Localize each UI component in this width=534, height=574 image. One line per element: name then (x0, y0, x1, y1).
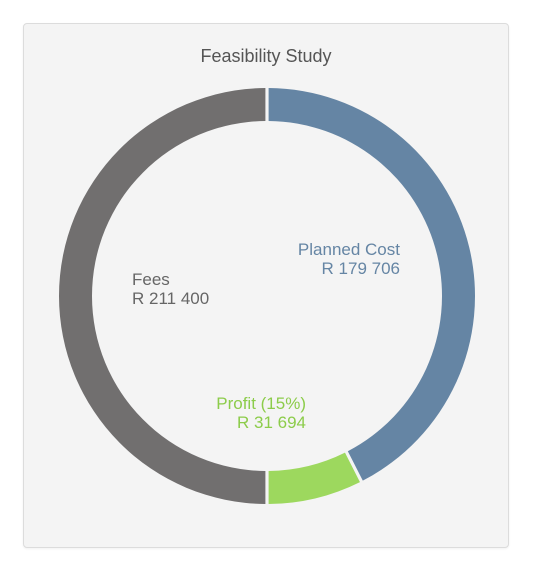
label-profit-value: R 31 694 (237, 413, 306, 432)
label-planned-cost-name: Planned Cost (297, 240, 400, 259)
label-fees: Fees R 211 400 (132, 270, 209, 308)
slice-profit[interactable] (268, 452, 360, 504)
label-profit-name: Profit (15%) (216, 394, 306, 413)
label-planned-cost-value: R 179 706 (321, 259, 400, 278)
chart-panel: Feasibility Study (23, 23, 509, 548)
slice-fees[interactable] (59, 88, 266, 504)
label-profit: Profit (15%) R 31 694 (216, 394, 306, 432)
label-fees-value: R 211 400 (132, 289, 210, 308)
label-planned-cost: Planned Cost R 179 706 (298, 240, 400, 278)
label-fees-name: Fees (132, 270, 170, 289)
chart-title: Feasibility Study (200, 46, 332, 66)
slice-planned-cost[interactable] (268, 88, 476, 481)
